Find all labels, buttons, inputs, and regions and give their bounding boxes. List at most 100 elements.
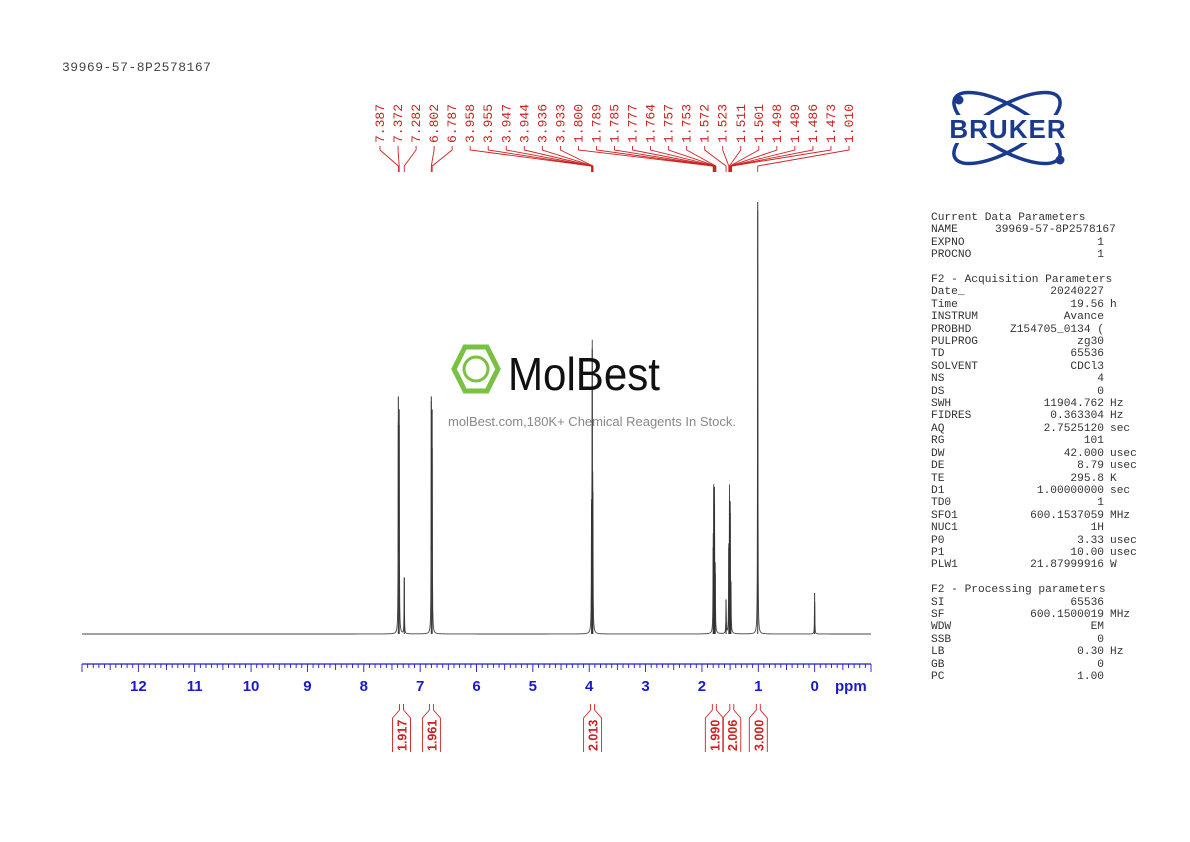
integral-value: 2.013 [587,720,601,751]
parameter-unit [1104,348,1110,360]
parameter-unit [1104,373,1110,385]
parameter-row: INSTRUM Avance [931,311,1137,323]
parameter-row: Date_ 20240227 [931,286,1137,298]
parameter-key: SWH [931,398,952,411]
integral-value: 3.000 [752,720,766,751]
parameter-value: CDCl3 [1070,360,1104,373]
parameter-unit: usec [1110,534,1137,547]
parameter-unit: h [1110,298,1117,311]
parameter-key: SOLVENT [931,360,978,373]
peak-label: 3.936 [535,104,550,143]
parameter-unit [1104,659,1110,671]
integral-bracket [392,704,411,752]
x-tick-label: 7 [416,678,424,695]
peak-label: 6.802 [427,104,442,143]
parameter-unit [1104,311,1110,323]
parameter-key: SF [931,608,945,621]
parameter-row: LB 0.30 Hz [931,646,1137,658]
parameter-value: 65536 [1070,596,1104,609]
parameter-key: PLW1 [931,559,958,572]
parameter-key: TD [931,348,945,361]
parameter-value: 11904.762 [1043,398,1104,411]
parameter-value: 0.363304 [1050,410,1104,423]
molbest-watermark: MolBest [451,344,660,399]
parameter-value: Z154705_0134 ( [1010,323,1104,336]
peak-label: 3.944 [517,104,532,143]
parameter-unit: K [1110,472,1117,485]
parameter-key: DS [931,385,945,398]
parameter-key: INSTRUM [931,311,978,324]
parameter-row: AQ 2.7525120 sec [931,423,1137,435]
parameter-value: 600.1537059 [1030,509,1104,522]
parameter-unit: MHz [1110,509,1131,522]
parameter-row: RG 101 [931,435,1137,447]
parameter-key: PULPROG [931,336,978,349]
parameter-unit: usec [1110,546,1137,559]
parameter-key: TE [931,472,945,485]
parameter-unit [1104,497,1110,509]
parameter-value: 1.00 [1077,671,1104,683]
peak-label-connector [577,146,714,172]
parameter-row: TD 65536 [931,348,1137,360]
peak-label: 7.387 [373,104,388,143]
parameter-row: PULPROG zg30 [931,336,1137,348]
integral-value: 1.917 [396,720,410,751]
x-tick-label: 8 [360,678,368,695]
watermark-tagline: molBest.com,180K+ Chemical Reagents In S… [448,414,736,429]
parameter-value: 0 [1097,633,1104,646]
parameter-key: TD0 [931,497,952,510]
parameter-value: Avance [1063,311,1104,324]
parameter-unit [1104,286,1110,298]
peak-label: 1.789 [589,104,604,143]
x-tick-label: 11 [187,678,203,695]
parameter-unit [1104,435,1110,447]
integral-bracket [748,704,768,752]
x-tick-label: 2 [698,678,706,695]
parameter-key: NS [931,373,945,386]
acquisition-parameters-panel: Current Data Parameters NAME 39969-57-8P25… [931,212,1137,683]
parameter-row: SOLVENT CDCl3 [931,361,1137,373]
parameter-value: zg30 [1077,336,1104,349]
peak-label-connector [430,146,435,172]
parameter-value: 0.30 [1077,646,1104,659]
parameter-key: WDW [931,621,952,634]
peak-label: 1.764 [644,104,659,143]
parameter-key: FIDRES [931,410,972,423]
peak-label: 1.473 [824,104,839,143]
peak-label-connector [523,146,593,172]
parameter-value: 4 [1097,373,1104,386]
parameter-row: TD0 1 [931,497,1137,509]
peak-label: 3.947 [499,104,514,143]
parameter-value: 20240227 [1050,286,1104,299]
parameter-value: 1 [1097,249,1104,262]
peak-label-connector [632,146,715,172]
peak-label-connector [403,146,417,172]
parameter-value: 295.8 [1070,472,1104,485]
parameter-value: 65536 [1070,348,1104,361]
parameter-unit: usec [1110,460,1137,473]
parameter-row: P1 10.00 usec [931,547,1137,559]
peak-label: 1.010 [842,104,857,143]
parameter-key: EXPNO [931,236,965,249]
parameter-row: PROCNO 1 [931,249,1137,261]
parameter-value: 19.56 [1070,298,1104,311]
x-tick-label: 6 [472,678,480,695]
parameter-unit [1104,671,1110,683]
parameter-unit [1104,336,1110,348]
parameter-unit: W [1110,559,1117,572]
parameter-row: PROBHD Z154705_0134 ( [931,324,1137,336]
parameter-key: NUC1 [931,522,958,535]
peak-label-connector [731,146,832,172]
peak-label: 1.785 [608,104,623,143]
sample-title: 39969-57-8P2578167 [62,60,212,75]
parameter-key: P1 [931,546,945,559]
parameter-row: SWH 11904.762 Hz [931,398,1137,410]
parameter-unit: usec [1110,447,1137,460]
parameter-row: NAME 39969-57-8P2578167 [931,224,1137,236]
parameter-row: FIDRES 0.363304 Hz [931,410,1137,422]
parameter-section-title: Current Data Parameters [931,212,1086,224]
parameter-unit [1104,324,1110,336]
parameter-value: 39969-57-8P2578167 [995,224,1116,237]
parameter-value: 1 [1097,497,1104,510]
